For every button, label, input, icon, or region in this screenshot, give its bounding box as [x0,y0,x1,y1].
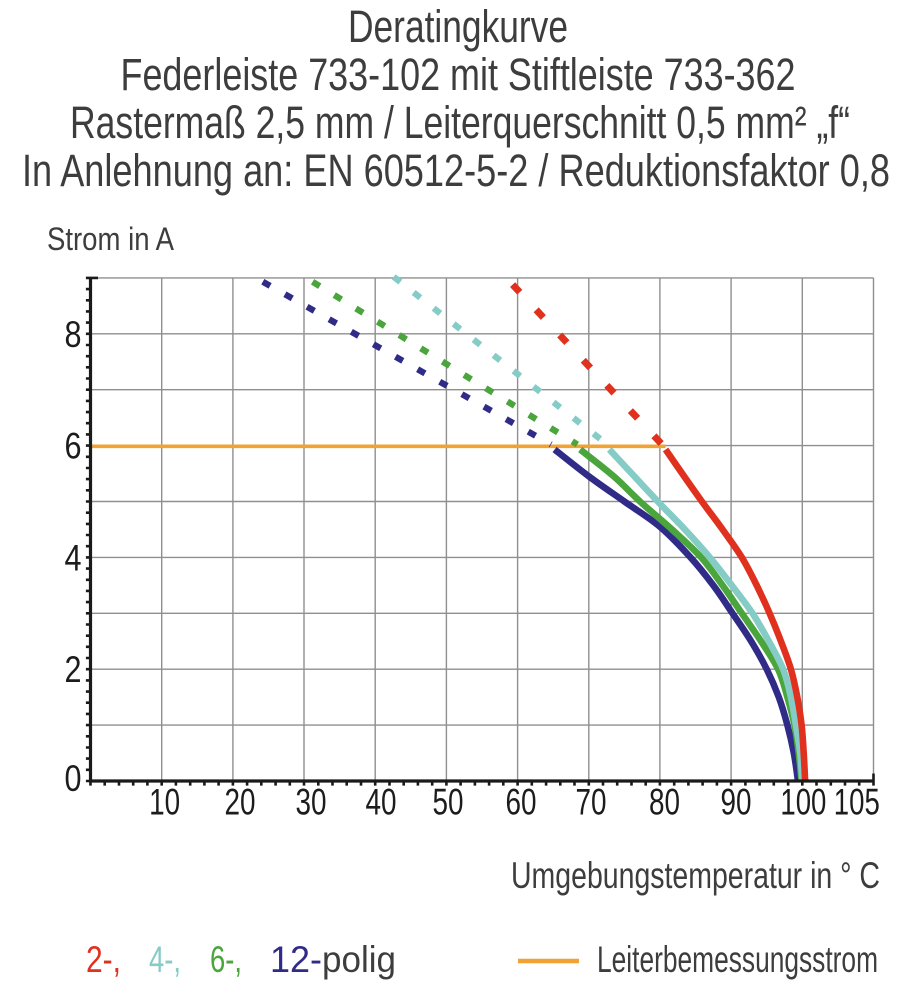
svg-text:80: 80 [649,782,680,823]
svg-text:0: 0 [65,758,82,799]
svg-text:40: 40 [366,782,397,823]
svg-text:2: 2 [65,649,82,690]
svg-text:2-,: 2-, [86,939,121,980]
svg-text:6-,: 6-, [210,939,242,980]
svg-text:8: 8 [65,314,82,355]
svg-text:In Anlehnung an: EN 60512-5-2: In Anlehnung an: EN 60512-5-2 / Reduktio… [22,145,890,196]
svg-text:4-,: 4-, [149,939,181,980]
svg-text:105: 105 [834,782,880,823]
svg-text:90: 90 [721,782,752,823]
svg-text:70: 70 [576,782,607,823]
svg-text:Federleiste 733-102 mit Stiftl: Federleiste 733-102 mit Stiftleiste 733-… [121,49,796,100]
svg-text:Rastermaß 2,5 mm / Leiterquers: Rastermaß 2,5 mm / Leiterquerschnitt 0,5… [70,97,850,148]
svg-text:Umgebungstemperatur in ° C: Umgebungstemperatur in ° C [511,855,880,896]
svg-text:Strom in A: Strom in A [47,221,175,257]
svg-text:Leiterbemessungsstrom: Leiterbemessungsstrom [597,939,878,980]
svg-text:4: 4 [65,537,82,578]
svg-text:20: 20 [225,782,256,823]
svg-text:6: 6 [65,426,82,467]
svg-text:polig: polig [322,939,396,980]
svg-text:12-: 12- [270,939,322,980]
svg-text:60: 60 [506,782,537,823]
svg-text:Deratingkurve: Deratingkurve [348,1,568,52]
svg-text:10: 10 [149,782,180,823]
svg-text:50: 50 [433,782,464,823]
svg-text:30: 30 [296,782,327,823]
svg-text:100: 100 [780,782,826,823]
